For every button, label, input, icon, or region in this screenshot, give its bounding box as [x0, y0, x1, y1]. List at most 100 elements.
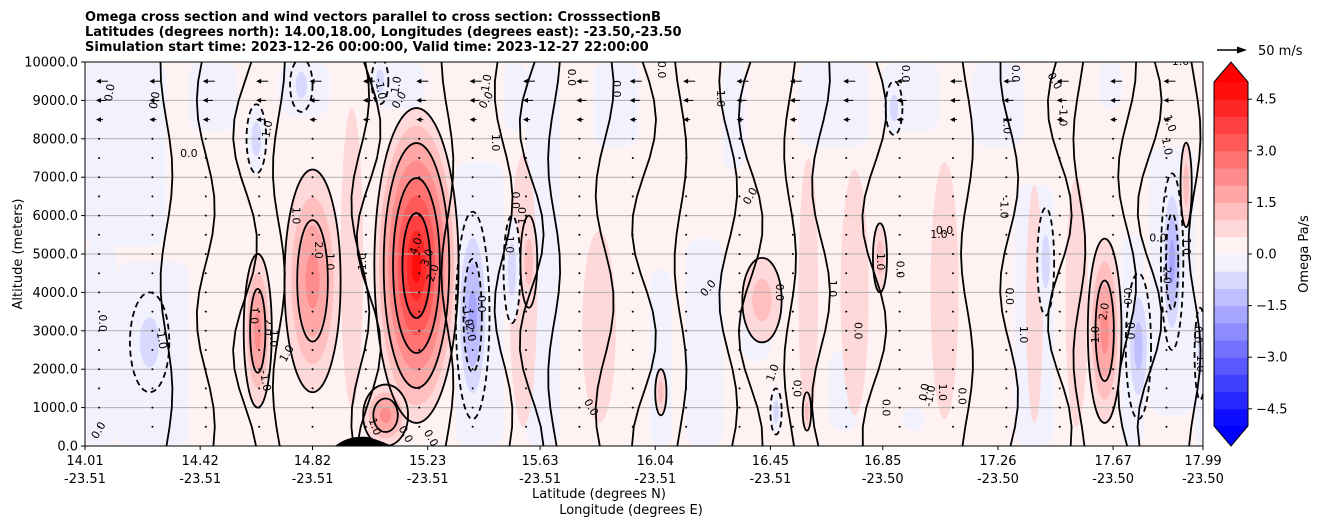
wind-vector [738, 387, 741, 390]
wind-vector [258, 329, 261, 332]
wind-vector [525, 137, 528, 140]
wind-vector-head [949, 78, 955, 84]
contour-line-zero [518, 62, 545, 446]
wind-vector [738, 291, 741, 294]
contour-label: 1.0 [516, 207, 529, 225]
contour-label: -1.0 [372, 77, 389, 100]
wind-vector [204, 387, 207, 390]
field-band [503, 62, 527, 132]
wind-vector-head [309, 78, 315, 84]
wind-vector [525, 310, 528, 313]
wind-vector-head [1163, 97, 1169, 103]
wind-vector [1112, 233, 1115, 236]
x-tick-label-latitude: 16.85 [864, 454, 901, 469]
contour-label: 0.0 [851, 322, 864, 340]
contour-label: 1.0 [366, 416, 384, 437]
wind-vector [258, 291, 261, 294]
wind-vector [98, 406, 101, 409]
y-tick-label: 0.0 [57, 440, 78, 455]
wind-vector [471, 387, 474, 390]
wind-vector-head [416, 78, 422, 84]
contour-label: 0.0 [1191, 326, 1204, 344]
wind-vector [98, 195, 101, 198]
wind-vector [631, 291, 634, 294]
wind-vector-head [256, 97, 262, 103]
x-tick-label-latitude: 15.63 [521, 454, 558, 469]
wind-vector [1165, 349, 1168, 351]
contour-line-zero [232, 62, 258, 446]
wind-vector [951, 425, 954, 428]
wind-vector [1165, 425, 1168, 428]
wind-vector [1005, 310, 1008, 313]
wind-vector [845, 253, 848, 255]
wind-vector-head [416, 97, 422, 103]
wind-vector [364, 253, 367, 255]
contour-label: 0.0 [955, 387, 968, 405]
wind-vector [471, 272, 474, 275]
contour-line-zero [718, 62, 739, 446]
wind-vector [1165, 176, 1168, 179]
wind-vector [898, 310, 901, 313]
field-band [85, 62, 167, 247]
wind-vector [258, 349, 261, 351]
wind-vector-head [1110, 78, 1116, 84]
wind-vector [738, 233, 741, 236]
wind-vector [98, 368, 101, 371]
contour-label: 0.0 [791, 380, 804, 398]
wind-vector-head [1110, 117, 1116, 123]
wind-vector [311, 272, 314, 275]
wind-vector [1165, 406, 1168, 409]
wind-vector [204, 253, 207, 255]
wind-vector [738, 137, 741, 140]
wind-vector [525, 253, 528, 255]
wind-vector [951, 137, 954, 140]
wind-vector [845, 387, 848, 390]
wind-vector [151, 329, 154, 332]
wind-vector [471, 291, 474, 294]
wind-vector [151, 176, 154, 179]
wind-vector-head [683, 97, 689, 103]
wind-vector [1058, 176, 1061, 179]
contour-label: 0.0 [916, 382, 932, 401]
contour-label: 0.0 [1149, 232, 1167, 245]
wind-vector [418, 176, 421, 179]
wind-vector [1165, 291, 1168, 294]
wind-vector [311, 253, 314, 255]
wind-vector [791, 349, 794, 351]
wind-vector-head [683, 78, 689, 84]
wind-vector [525, 406, 528, 409]
wind-vector-head [96, 78, 102, 84]
wind-vector [311, 329, 314, 332]
wind-vector [204, 291, 207, 294]
wind-vector [631, 157, 634, 159]
contour-label: 2.0 [424, 263, 442, 284]
contour-label: 1.0 [267, 330, 280, 348]
wind-vector [1058, 157, 1061, 159]
contour-line-zero [783, 62, 797, 446]
field-band [902, 407, 925, 431]
wind-vector [258, 214, 261, 217]
chart-title-line-2: Latitudes (degrees north): 14.00,18.00, … [85, 25, 682, 40]
wind-vector [98, 387, 101, 390]
wind-vector [98, 233, 101, 236]
field-blob [295, 71, 307, 99]
wind-vector [791, 157, 794, 159]
contour-label: 0.0 [1003, 287, 1016, 305]
wind-vector-head [523, 97, 529, 103]
colorbar-segment [1214, 305, 1248, 324]
wind-vector [151, 157, 154, 159]
wind-vector [151, 406, 154, 409]
wind-vector [791, 368, 794, 371]
colorbar-segment [1214, 150, 1248, 169]
contour-line-zero [1136, 62, 1163, 446]
x-tick-label-longitude: -23.50 [1182, 472, 1224, 487]
wind-vector-head [949, 97, 955, 103]
wind-vector-head [1110, 97, 1116, 103]
wind-vector [151, 310, 154, 313]
wind-vector [578, 406, 581, 409]
colorbar-extend-min-icon [1214, 426, 1248, 446]
contour-label: 0.0 [899, 65, 912, 83]
wind-vector-head [896, 78, 902, 84]
wind-vector [418, 387, 421, 390]
wind-vector [898, 157, 901, 159]
